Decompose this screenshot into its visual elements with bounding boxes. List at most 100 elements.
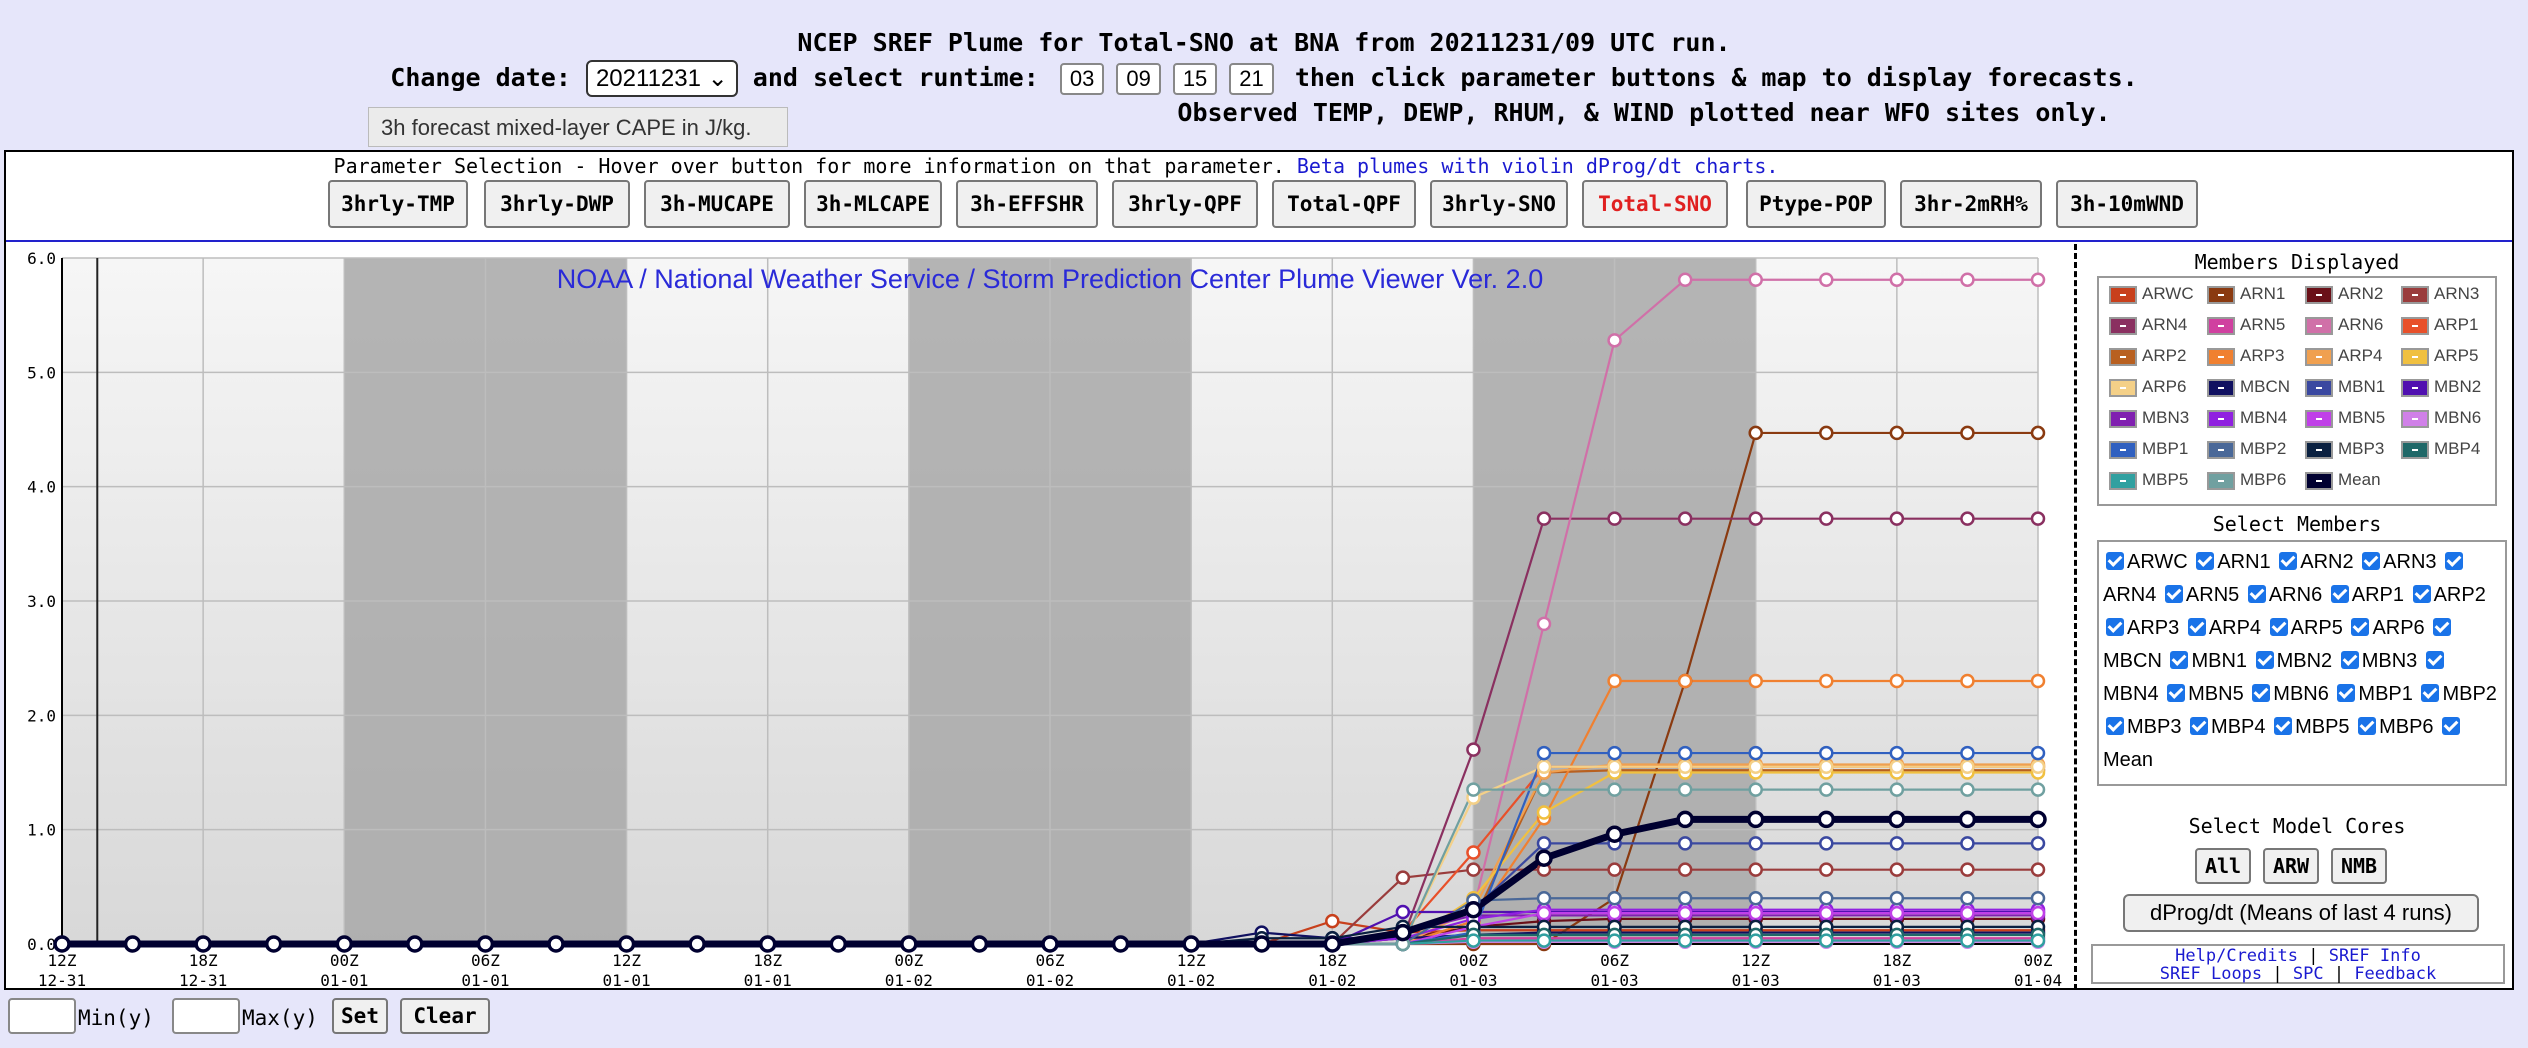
member-checkbox-mbcn[interactable]: MBCN — [2103, 617, 2454, 672]
member-checkbox-arwc[interactable]: ARWC — [2103, 551, 2188, 573]
dprog-dt-button[interactable]: dProg/dt (Means of last 4 runs) — [2123, 894, 2479, 932]
clear-button[interactable]: Clear — [400, 998, 490, 1034]
set-button[interactable]: Set — [332, 998, 388, 1034]
series-point-mbn1 — [1677, 836, 1693, 851]
series-point-mean — [1535, 849, 1553, 867]
select-members-title: Select Members — [2212, 512, 2382, 536]
member-checkbox-arp3[interactable]: ARP3 — [2103, 617, 2179, 639]
member-checkbox-arn3[interactable]: ARN3 — [2359, 551, 2437, 573]
date-select[interactable]: 20211231 ⌄ — [585, 60, 738, 97]
member-checkbox-mbn4[interactable]: MBN4 — [2103, 650, 2447, 705]
param-button-3h-effshr[interactable]: 3h-EFFSHR — [956, 180, 1098, 228]
member-checkbox-arp2[interactable]: ARP2 — [2410, 584, 2486, 606]
param-button-3h-mucape[interactable]: 3h-MUCAPE — [644, 180, 790, 228]
member-checkbox-arn2[interactable]: ARN2 — [2276, 551, 2354, 573]
x-tick-time: 18Z — [1882, 951, 1911, 970]
series-point-mean — [194, 935, 212, 953]
member-checkbox-mbn2[interactable]: MBN2 — [2253, 650, 2332, 672]
series-point-arp3 — [1607, 673, 1622, 689]
x-tick-date: 12-31 — [38, 971, 86, 990]
x-tick-time: 18Z — [1318, 951, 1347, 970]
member-checkbox-mbp4[interactable]: MBP4 — [2187, 716, 2266, 738]
legend-swatch — [2109, 316, 2137, 335]
legend-item-arp1: ARP1 — [2401, 315, 2478, 335]
legend-item-mbp1: MBP1 — [2109, 439, 2188, 459]
series-point-mbp5 — [1748, 933, 1763, 948]
series-point-mbp2 — [1819, 891, 1834, 906]
series-point-mean — [406, 935, 424, 953]
x-tick-time: 00Z — [1459, 951, 1488, 970]
core-all-button[interactable]: All — [2195, 848, 2251, 884]
member-checkbox-mbp2[interactable]: MBP2 — [2418, 683, 2497, 705]
series-point-mbp2 — [1536, 891, 1552, 906]
member-checkbox-mbp5[interactable]: MBP5 — [2271, 716, 2350, 738]
series-point-mbn1 — [1748, 836, 1763, 851]
param-button-ptype-pop[interactable]: Ptype-POP — [1746, 180, 1886, 228]
series-point-mbp5 — [1607, 933, 1622, 948]
member-checkbox-arp1[interactable]: ARP1 — [2328, 584, 2404, 606]
series-point-mbp2 — [1960, 891, 1975, 906]
legend-label: MBP6 — [2240, 470, 2287, 489]
series-point-arp6 — [1677, 759, 1693, 775]
param-button-3h-10mwnd[interactable]: 3h-10mWND — [2056, 180, 2198, 228]
x-tick-date: 01-01 — [320, 971, 368, 990]
param-button-total-sno[interactable]: Total-SNO — [1582, 180, 1728, 228]
sref-loops-link[interactable]: SREF Loops — [2159, 964, 2263, 984]
member-checkbox-mbp3[interactable]: MBP3 — [2103, 716, 2181, 738]
runtime-21-button[interactable]: 21 — [1229, 63, 1274, 95]
member-checkbox-arp6[interactable]: ARP6 — [2348, 617, 2425, 639]
member-checkbox-mbn3[interactable]: MBN3 — [2338, 650, 2417, 672]
param-button-total-qpf[interactable]: Total-QPF — [1272, 180, 1416, 228]
member-checkbox-mbn6[interactable]: MBN6 — [2249, 683, 2329, 705]
max-y-label: Max(y) — [242, 1006, 318, 1030]
beta-plumes-link[interactable]: Beta plumes with violin dProg/dt charts. — [1296, 154, 1779, 178]
series-point-arn1 — [1960, 425, 1975, 441]
sref-info-link[interactable]: SREF Info — [2328, 946, 2421, 966]
member-checkbox-mbn1[interactable]: MBN1 — [2167, 650, 2247, 672]
member-checkbox-mbp1[interactable]: MBP1 — [2334, 683, 2413, 705]
legend-item-arwc: ARWC — [2109, 284, 2194, 304]
legend-item-mbp2: MBP2 — [2207, 439, 2286, 459]
legend-swatch — [2305, 285, 2333, 304]
series-point-arn6 — [1677, 272, 1693, 287]
param-button-3hrly-qpf[interactable]: 3hrly-QPF — [1112, 180, 1258, 228]
runtime-09-button[interactable]: 09 — [1116, 63, 1161, 95]
main-panel: Parameter Selection - Hover over button … — [4, 150, 2514, 990]
legend-label: ARN3 — [2434, 284, 2480, 303]
member-checkbox-mbp6[interactable]: MBP6 — [2355, 716, 2434, 738]
member-checkbox-arn6[interactable]: ARN6 — [2245, 584, 2322, 606]
member-checkbox-arn1[interactable]: ARN1 — [2193, 551, 2271, 573]
param-button-3h-mlcape[interactable]: 3h-MLCAPE — [804, 180, 942, 228]
series-point-arp3 — [1819, 673, 1834, 689]
param-button-3hrly-tmp[interactable]: 3hrly-TMP — [328, 180, 468, 228]
member-checkbox-mbn5[interactable]: MBN5 — [2164, 683, 2244, 705]
spc-link[interactable]: SPC — [2292, 964, 2324, 984]
series-point-arn4 — [1819, 511, 1834, 526]
checkbox-checked-icon — [2337, 684, 2356, 702]
runtime-03-button[interactable]: 03 — [1059, 63, 1105, 95]
min-y-input[interactable] — [8, 998, 76, 1034]
member-checkbox-arn5[interactable]: ARN5 — [2162, 584, 2239, 606]
legend-swatch — [2207, 471, 2235, 490]
core-arw-button[interactable]: ARW — [2263, 848, 2319, 884]
feedback-link[interactable]: Feedback — [2354, 964, 2437, 984]
series-point-mbp5 — [1889, 933, 1905, 948]
runtime-15-button[interactable]: 15 — [1172, 63, 1218, 95]
series-point-mbp1 — [1819, 745, 1834, 761]
param-button-3hr-2mrh-[interactable]: 3hr-2mRH% — [1900, 180, 2042, 228]
member-checkbox-arp4[interactable]: ARP4 — [2185, 617, 2261, 639]
series-point-mbp6 — [1889, 782, 1905, 797]
series-point-arn4 — [1748, 511, 1763, 526]
core-nmb-button[interactable]: NMB — [2331, 848, 2387, 884]
param-button-3hrly-dwp[interactable]: 3hrly-DWP — [484, 180, 630, 228]
param-button-3hrly-sno[interactable]: 3hrly-SNO — [1430, 180, 1568, 228]
change-date-label: Change date: — [390, 63, 571, 92]
series-point-mbn5 — [1607, 905, 1622, 921]
x-tick-date: 01-03 — [1449, 971, 1497, 990]
member-checkbox-arp5[interactable]: ARP5 — [2267, 617, 2343, 639]
member-checkbox-mean[interactable]: Mean — [2103, 716, 2463, 771]
legend-item-mbp6: MBP6 — [2207, 470, 2286, 490]
help-credits-link[interactable]: Help/Credits — [2175, 946, 2298, 966]
max-y-input[interactable] — [172, 998, 240, 1034]
member-checkbox-arn4[interactable]: ARN4 — [2103, 551, 2466, 606]
